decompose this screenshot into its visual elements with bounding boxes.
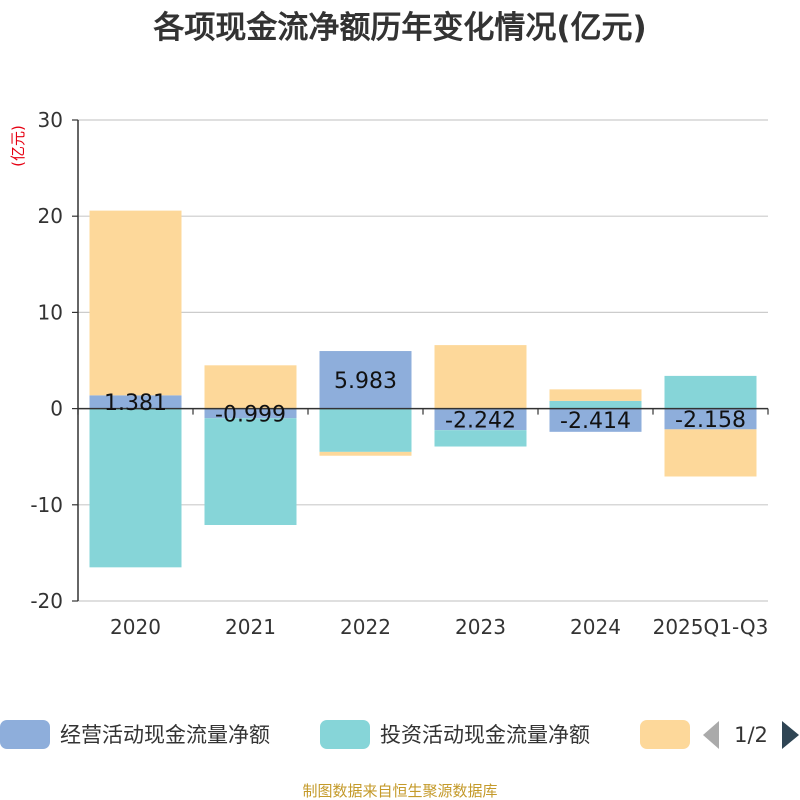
bar-series-1-2024[interactable] — [549, 408, 642, 432]
legend-page-indicator: 1/2 — [734, 723, 768, 747]
bar-series-1-2020[interactable] — [89, 395, 182, 409]
data-labels: 1.381 -0.999 5.983 -2.242 -2.414 -2.158 — [104, 369, 746, 434]
bar-series-group — [89, 210, 757, 568]
bar-series-3-2025Q1-Q3[interactable] — [664, 429, 757, 477]
chart-title: 各项现金流净额历年变化情况(亿元) — [152, 10, 646, 46]
x-tick-label: 2024 — [570, 615, 621, 639]
y-tick-label: -20 — [30, 589, 63, 613]
legend-swatch-1[interactable] — [0, 720, 50, 749]
legend-swatch-2[interactable] — [320, 720, 370, 749]
data-label: -0.999 — [215, 402, 286, 427]
legend-next-page-icon[interactable] — [782, 721, 799, 749]
x-tick-label: 2022 — [340, 615, 391, 639]
bar-series-3-2023[interactable] — [434, 345, 527, 409]
legend: 经营活动现金流量净额 投资活动现金流量净额 1/2 — [0, 720, 799, 749]
y-tick-label: 30 — [38, 108, 63, 132]
data-label: -2.414 — [560, 409, 631, 434]
bar-series-1-2021[interactable] — [204, 408, 297, 419]
legend-label-2[interactable]: 投资活动现金流量净额 — [380, 723, 590, 747]
data-label: -2.158 — [675, 408, 746, 433]
bar-series-3-2020[interactable] — [89, 210, 182, 396]
axes: 30 20 10 0 -10 -20 2020 2021 2022 2023 2024 2025Q1-… — [30, 108, 769, 639]
bar-series-3-2022[interactable] — [319, 451, 412, 456]
x-tick-label: 2025Q1-Q3 — [653, 615, 769, 639]
legend-swatch-3[interactable] — [640, 720, 690, 749]
x-tick-label: 2023 — [455, 615, 506, 639]
y-tick-label: 20 — [38, 204, 63, 228]
gridlines — [78, 119, 768, 602]
bar-series-2-2023[interactable] — [434, 430, 527, 447]
x-tick-label: 2020 — [110, 615, 161, 639]
data-source-note: 制图数据来自恒生聚源数据库 — [302, 782, 497, 800]
y-tick-label: 10 — [38, 300, 63, 324]
bar-series-2-2020[interactable] — [89, 408, 182, 568]
bar-series-3-2024[interactable] — [549, 389, 642, 401]
y-axis-unit-label: (亿元) — [9, 125, 27, 167]
x-tick-label: 2021 — [225, 615, 276, 639]
bar-series-2-2021[interactable] — [204, 418, 297, 525]
bar-series-3-2021[interactable] — [204, 365, 297, 409]
data-label: 1.381 — [104, 391, 167, 416]
legend-label-1[interactable]: 经营活动现金流量净额 — [60, 723, 270, 747]
legend-prev-page-icon[interactable] — [703, 721, 719, 749]
bar-series-1-2023[interactable] — [434, 408, 527, 431]
bar-series-2-2022[interactable] — [319, 408, 412, 452]
data-label: 5.983 — [334, 369, 397, 394]
y-tick-label: 0 — [50, 397, 63, 421]
bar-series-2-2024[interactable] — [549, 400, 642, 409]
y-tick-label: -10 — [30, 493, 63, 517]
bar-series-1-2025Q1-Q3[interactable] — [664, 408, 757, 430]
data-label: -2.242 — [445, 408, 516, 433]
bar-series-2-2025Q1-Q3[interactable] — [664, 375, 757, 409]
bar-series-1-2022[interactable] — [319, 351, 412, 409]
